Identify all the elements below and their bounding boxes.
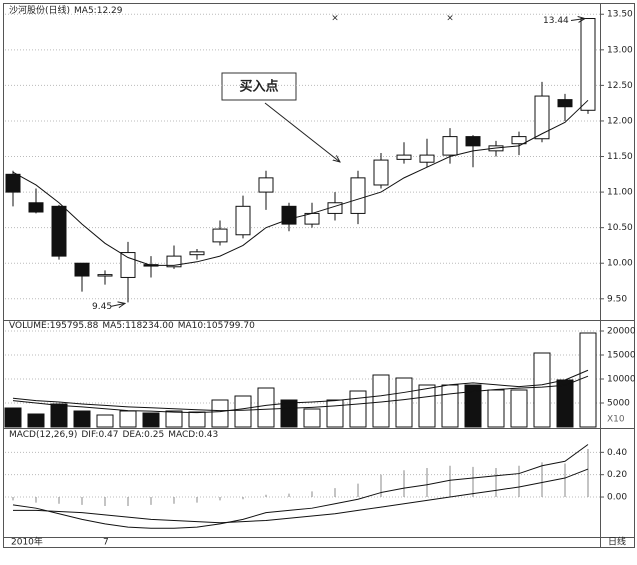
header-item: DIF:0.47 [81, 430, 118, 440]
volume-bar [73, 410, 91, 428]
candle-body [396, 154, 412, 160]
y-tick-label: 12.50 [607, 81, 633, 91]
volume-bar [96, 414, 114, 428]
panel-header: 沙河股份(日线) MA5:12.29 [9, 4, 123, 16]
candle-body [580, 18, 596, 111]
header-item: MACD(12,26,9) [9, 430, 77, 440]
annotation-box [221, 72, 297, 101]
x-tick-label: 2010年 [11, 536, 43, 548]
annotation-arrow [110, 303, 125, 306]
volume-bar [280, 399, 298, 428]
panel-header: MACD(12,26,9) DIF:0.47 DEA:0.25 MACD:0.43 [9, 430, 218, 440]
volume-bar [142, 412, 160, 428]
candle-body [5, 173, 21, 193]
annotation-arrow [264, 102, 340, 162]
volume-bar [257, 387, 275, 428]
volume-bar [119, 410, 137, 428]
period-label: 日线 [608, 536, 626, 548]
y-tick-label: 0.40 [607, 448, 627, 458]
x-tick-label: 7 [103, 538, 109, 548]
volume-bar [188, 411, 206, 428]
candle-body [511, 136, 527, 145]
y-tick-label: 11.50 [607, 152, 633, 162]
volume-bar [418, 384, 436, 428]
annotation: 买入点 [239, 79, 278, 95]
volume-bar [510, 389, 528, 428]
candle-body [166, 255, 182, 268]
y-tick-label: 10.50 [607, 223, 633, 233]
annotation: 9.45 [92, 302, 112, 312]
candle-body [212, 228, 228, 243]
candle-body [235, 205, 251, 236]
y-tick-label: 11.00 [607, 188, 633, 198]
y-tick-label: 9.50 [607, 294, 627, 304]
marker: × [331, 14, 339, 24]
candle-body [74, 262, 90, 277]
header-item: MACD:0.43 [168, 430, 218, 440]
volume-bar [4, 407, 22, 428]
volume-bar [441, 384, 459, 428]
volume-bar [579, 332, 597, 428]
volume-bar [27, 413, 45, 428]
annotation: 13.44 [543, 16, 569, 26]
volume-bar [487, 389, 505, 428]
candle-body [373, 159, 389, 186]
line-series [13, 468, 589, 524]
candle-body [97, 274, 113, 277]
header-item: MA5:12.29 [74, 6, 123, 16]
line-series [12, 375, 589, 412]
marker: × [446, 14, 454, 24]
candle-body [557, 99, 573, 108]
volume-bar [50, 403, 68, 428]
y-tick-label: 0.00 [607, 493, 627, 503]
annotation-arrow [570, 19, 585, 21]
y-tick-label: 13.50 [607, 10, 633, 20]
volume-bar [211, 399, 229, 428]
volume-bar [349, 390, 367, 428]
line-series [12, 444, 589, 529]
candle-body [465, 136, 481, 147]
candle-body [419, 154, 435, 163]
y-tick-label: 12.00 [607, 116, 633, 126]
candle-body [281, 205, 297, 225]
volume-bar [533, 352, 551, 428]
header-item: VOLUME:195795.88 [9, 321, 99, 331]
y-tick-label: 13.00 [607, 45, 633, 55]
candle-body [51, 205, 67, 257]
header-item: MA10:105799.70 [178, 321, 255, 331]
frame [3, 3, 635, 548]
volume-bar [326, 399, 344, 428]
y-tick-label: 10000 [607, 375, 636, 385]
line-series [12, 369, 589, 414]
volume-bar [165, 410, 183, 428]
y-tick-label: 5000 [607, 399, 630, 409]
header-item: MA5:118234.00 [102, 321, 174, 331]
candle-body [120, 252, 136, 278]
y-tick-label: 10.00 [607, 259, 633, 269]
candle-body [28, 202, 44, 213]
volume-bar [556, 379, 574, 428]
y-tick-label: 0.20 [607, 470, 627, 480]
candle-body [350, 177, 366, 214]
volume-bar [464, 384, 482, 428]
volume-bar [234, 395, 252, 428]
unit-label: X10 [607, 415, 625, 425]
y-tick-label: 20000 [607, 327, 636, 337]
line-series [12, 99, 589, 266]
candle-body [442, 136, 458, 156]
candle-body [534, 95, 550, 140]
candle-body [189, 251, 205, 256]
header-item: DEA:0.25 [123, 430, 165, 440]
y-tick-label: 15000 [607, 351, 636, 361]
candle-body [258, 177, 274, 193]
volume-bar [303, 408, 321, 428]
panel-header: VOLUME:195795.88 MA5:118234.00 MA10:105799… [9, 321, 255, 331]
volume-bar [395, 377, 413, 428]
header-item: 沙河股份(日线) [9, 4, 70, 16]
